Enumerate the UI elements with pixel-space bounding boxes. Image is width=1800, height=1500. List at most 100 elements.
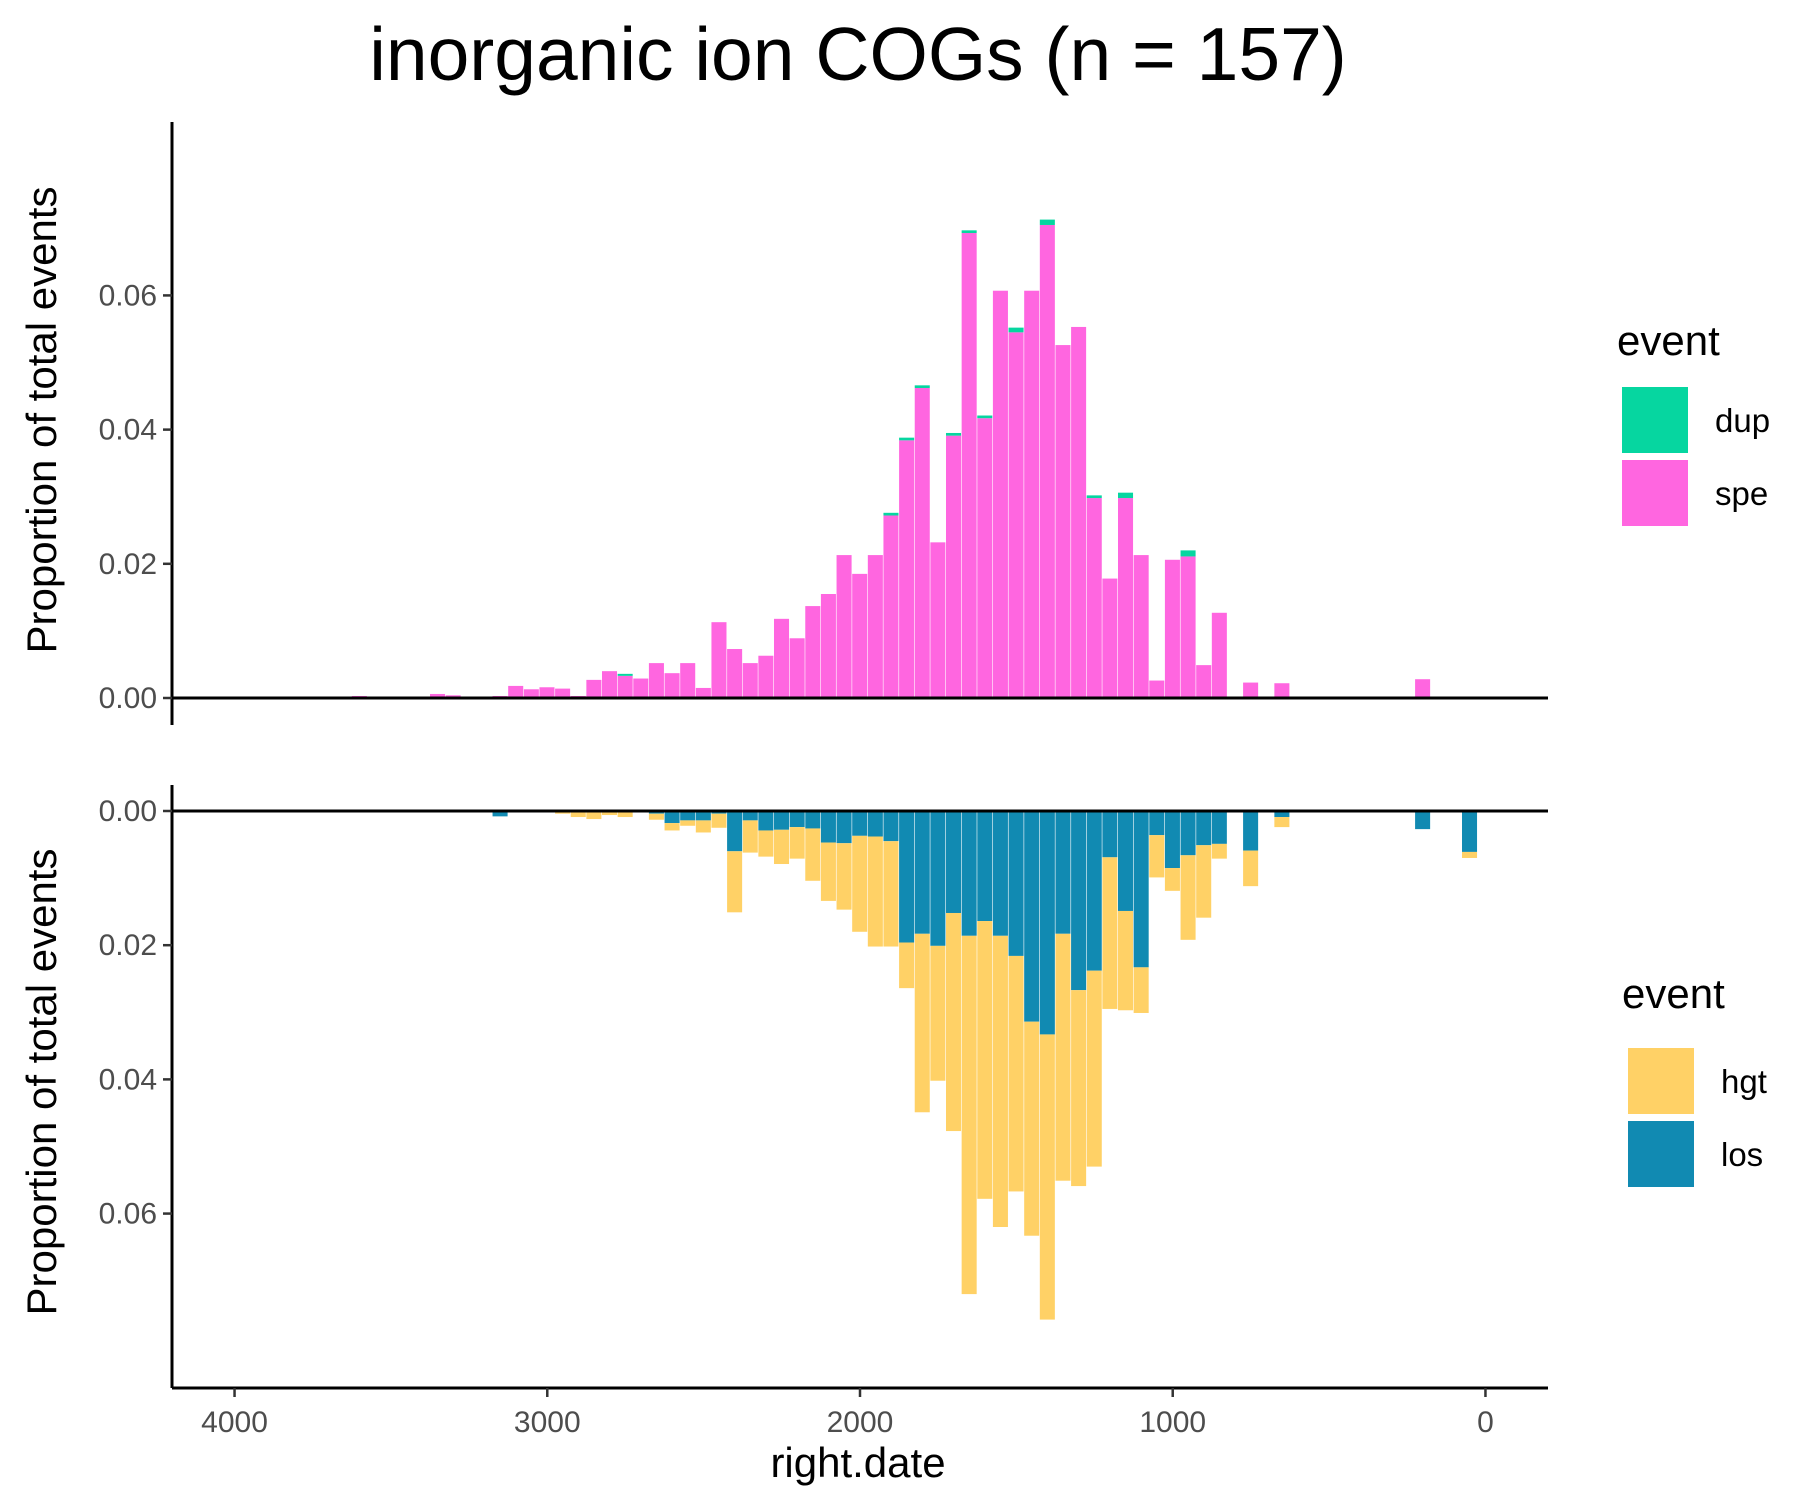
bar-bottom-hgt-650: [1274, 817, 1290, 828]
bottom-y-tick-label: 0.04: [99, 1063, 157, 1096]
bar-top-spe-2450: [711, 622, 727, 698]
top-y-tick-label: 0.04: [99, 414, 157, 447]
bar-top-dup-1700: [946, 432, 962, 436]
bar-bottom-hgt-1350: [1055, 933, 1071, 1181]
bar-bottom-los-1800: [914, 811, 930, 934]
bar-top-spe-3100: [508, 685, 524, 698]
bar-bottom-hgt-950: [1180, 855, 1196, 940]
bar-top-dup-1650: [961, 230, 977, 234]
bar-top-spe-2500: [695, 687, 711, 698]
bar-bottom-los-1750: [930, 811, 946, 946]
bar-top-spe-2950: [555, 688, 571, 698]
bar-bottom-hgt-1300: [1071, 990, 1087, 1187]
top-y-tick-label: 0.00: [99, 682, 157, 715]
bar-bottom-hgt-2550: [680, 820, 696, 826]
bar-top-spe-950: [1180, 556, 1196, 698]
bar-top-spe-1900: [883, 515, 899, 698]
bar-bottom-hgt-2350: [742, 820, 758, 853]
bar-top-dup-1800: [914, 385, 930, 389]
bar-top-spe-1100: [1133, 555, 1149, 698]
bar-bottom-los-2250: [774, 811, 790, 830]
bar-top-spe-1000: [1164, 559, 1180, 698]
bar-bottom-hgt-2450: [711, 813, 727, 828]
bar-bottom-los-1550: [992, 811, 1008, 936]
bar-bottom-los-2150: [805, 811, 821, 829]
legend-key-spe: [1622, 460, 1688, 526]
bar-bottom-los-1150: [1118, 811, 1134, 911]
legend-label-hgt: hgt: [1721, 1063, 1767, 1100]
bar-top-spe-850: [1211, 612, 1227, 698]
bar-bottom-hgt-50: [1462, 851, 1478, 858]
bar-bottom-hgt-1750: [930, 945, 946, 1081]
bar-top-spe-750: [1243, 682, 1259, 698]
bar-bottom-los-2300: [758, 811, 774, 831]
bar-top-spe-2700: [633, 678, 649, 698]
bar-bottom-hgt-750: [1243, 850, 1259, 887]
bar-top-spe-2100: [820, 594, 836, 698]
bar-bottom-hgt-900: [1196, 845, 1212, 918]
bar-top-spe-2750: [617, 675, 633, 698]
bar-bottom-hgt-1000: [1164, 868, 1180, 891]
x-tick-label: 0: [1477, 1406, 1494, 1439]
bar-bottom-los-2500: [695, 811, 711, 821]
bar-bottom-los-200: [1415, 811, 1431, 830]
bar-bottom-los-1650: [961, 811, 977, 936]
legend-key-hgt: [1628, 1048, 1694, 1114]
bar-bottom-hgt-2100: [820, 842, 836, 901]
bar-bottom-los-1250: [1086, 811, 1102, 971]
bar-bottom-los-2550: [680, 811, 696, 821]
bar-bottom-hgt-2150: [805, 828, 821, 881]
top-panel: 0.00 0.02 0.04 0.06: [99, 122, 1548, 725]
bar-top-spe-1600: [977, 418, 993, 698]
bar-bottom-los-2350: [742, 811, 758, 821]
bar-top-dup-1850: [899, 437, 915, 441]
bar-bottom-hgt-1150: [1118, 910, 1134, 1011]
bar-bottom-hgt-1950: [867, 836, 883, 947]
bar-bottom-los-1350: [1055, 811, 1071, 934]
bar-bottom-hgt-1500: [1008, 955, 1024, 1192]
bar-bottom-los-1700: [946, 811, 962, 913]
bar-top-spe-2200: [789, 638, 805, 698]
bar-top-spe-2400: [727, 649, 743, 698]
bar-bottom-los-2050: [836, 811, 852, 844]
bar-top-spe-1050: [1149, 680, 1165, 698]
bar-top-spe-1700: [946, 435, 962, 698]
bar-top-spe-2150: [805, 606, 821, 698]
bar-bottom-los-2000: [852, 811, 868, 836]
bar-bottom-los-1450: [1024, 811, 1040, 1022]
x-tick-label: 1000: [1139, 1406, 1206, 1439]
bar-bottom-los-1950: [867, 811, 883, 837]
bottom-y-tick-label: 0.02: [99, 929, 157, 962]
bar-bottom-hgt-1100: [1133, 967, 1149, 1013]
bottom-y-tick-label: 0.06: [99, 1198, 157, 1231]
bar-bottom-los-650: [1274, 811, 1290, 818]
x-tick-label: 4000: [201, 1406, 268, 1439]
bar-bottom-los-1000: [1164, 811, 1180, 869]
bar-top-spe-1400: [1039, 224, 1055, 698]
bar-bottom-los-1900: [883, 811, 899, 842]
legend-key-los: [1628, 1121, 1694, 1187]
bar-bottom-hgt-1450: [1024, 1021, 1040, 1236]
bar-top-spe-2600: [664, 673, 680, 698]
bar-top-spe-3350: [430, 693, 446, 698]
bar-bottom-hgt-1700: [946, 912, 962, 1132]
bar-bottom-hgt-1050: [1149, 835, 1165, 878]
bar-bottom-hgt-2400: [727, 851, 743, 913]
bar-bottom-los-2100: [820, 811, 836, 843]
bar-bottom-hgt-1200: [1102, 857, 1118, 1009]
bar-bottom-hgt-1600: [977, 921, 993, 1199]
bar-top-spe-2550: [680, 663, 696, 698]
bar-top-spe-1500: [1008, 332, 1024, 698]
x-axis-title: right.date: [770, 1439, 945, 1486]
bar-bottom-los-2400: [727, 811, 743, 852]
bar-bottom-hgt-1800: [914, 933, 930, 1113]
bar-top-spe-2300: [758, 655, 774, 698]
bar-top-dup-1600: [977, 415, 993, 419]
legend-label-spe: spe: [1715, 475, 1768, 512]
bar-bottom-los-950: [1180, 811, 1196, 856]
x-tick-label: 2000: [827, 1406, 894, 1439]
legend-top-title: event: [1617, 317, 1720, 364]
bar-bottom-hgt-1900: [883, 841, 899, 947]
chart-title: inorganic ion COGs (n = 157): [369, 12, 1347, 96]
x-tick-label: 3000: [514, 1406, 581, 1439]
